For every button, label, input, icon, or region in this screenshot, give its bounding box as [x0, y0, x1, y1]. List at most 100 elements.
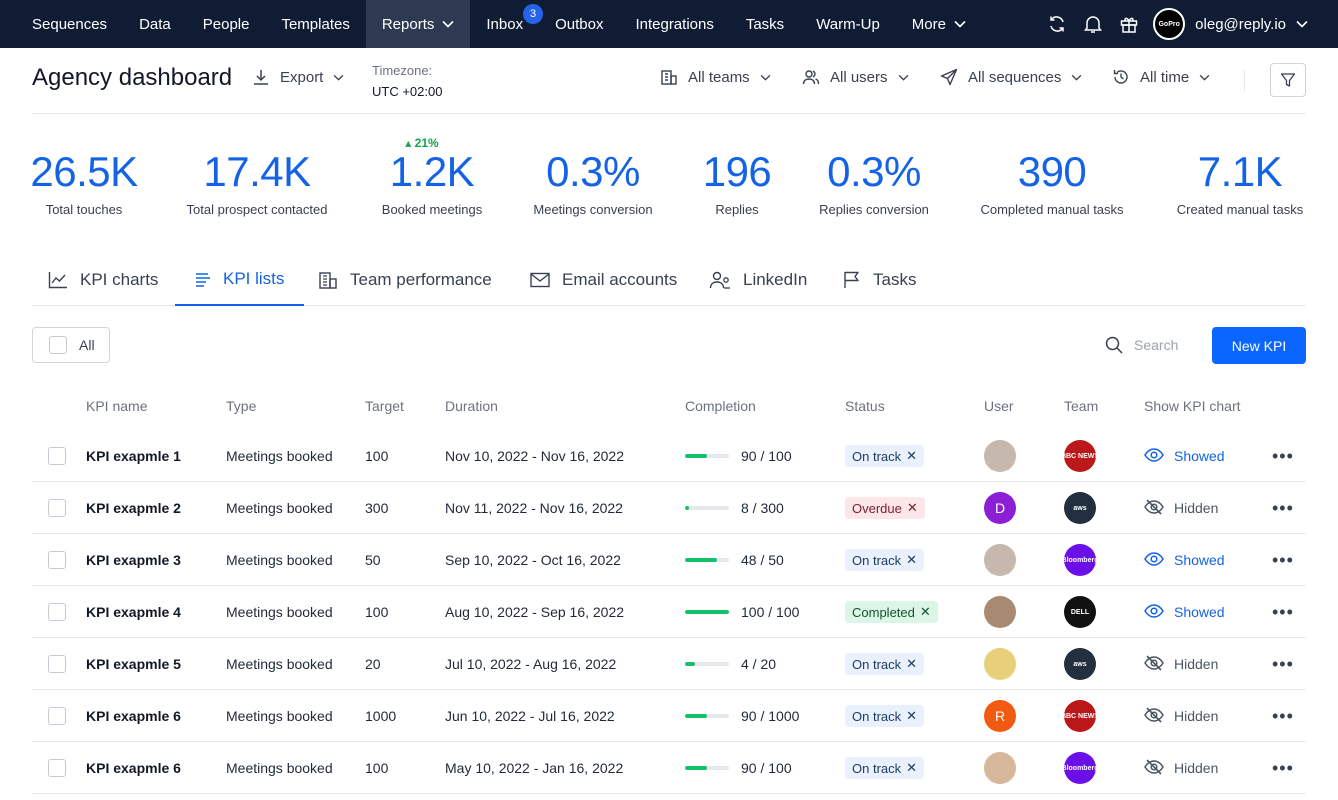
tab-team-performance[interactable]: Team performance	[318, 254, 492, 306]
nav-sequences[interactable]: Sequences	[32, 15, 108, 33]
row-checkbox[interactable]	[48, 499, 66, 517]
filter-users[interactable]: All users	[802, 68, 909, 86]
close-icon[interactable]: ✕	[906, 500, 918, 515]
nav-more[interactable]: More	[896, 0, 982, 48]
col-type[interactable]: Type	[226, 398, 257, 414]
row-checkbox[interactable]	[48, 551, 66, 569]
row-menu[interactable]: •••	[1272, 534, 1294, 586]
avatar[interactable]	[984, 596, 1016, 628]
nav-templates[interactable]: Templates	[281, 15, 350, 33]
row-checkbox[interactable]	[48, 447, 66, 465]
show-chart-toggle[interactable]: Hidden	[1144, 638, 1218, 690]
filter-sequences[interactable]: All sequences	[940, 68, 1082, 86]
search-input[interactable]: Search	[1104, 335, 1178, 355]
row-menu[interactable]: •••	[1272, 430, 1294, 482]
avatar[interactable]: D	[984, 492, 1016, 524]
kpi-name[interactable]: KPI exapmle 2	[86, 500, 181, 516]
row-checkbox[interactable]	[48, 603, 66, 621]
row-checkbox[interactable]	[48, 707, 66, 725]
close-icon[interactable]: ✕	[919, 604, 931, 619]
tab-tasks[interactable]: Tasks	[843, 254, 916, 306]
kpi-name[interactable]: KPI exapmle 4	[86, 604, 181, 620]
col-kpi-name[interactable]: KPI name	[86, 398, 148, 414]
avatar[interactable]	[984, 752, 1016, 784]
col-completion[interactable]: Completion	[685, 398, 756, 414]
nav-people[interactable]: People	[202, 15, 250, 33]
kpi-name[interactable]: KPI exapmle 6	[86, 708, 181, 724]
kpi-name[interactable]: KPI exapmle 3	[86, 552, 181, 568]
tab-kpi-lists[interactable]: KPI lists	[175, 254, 305, 306]
col-show-kpi-chart[interactable]: Show KPI chart	[1144, 398, 1241, 414]
team-logo[interactable]: Bloomberg	[1064, 544, 1096, 576]
col-user[interactable]: User	[984, 398, 1014, 414]
nav-integrations[interactable]: Integrations	[635, 15, 714, 33]
col-target[interactable]: Target	[365, 398, 404, 414]
close-icon[interactable]: ✕	[906, 448, 918, 463]
show-chart-toggle[interactable]: Hidden	[1144, 482, 1218, 534]
team-logo[interactable]: aws	[1064, 648, 1096, 680]
user-menu[interactable]: oleg@reply.io	[1195, 16, 1338, 33]
close-icon[interactable]: ✕	[906, 760, 918, 775]
close-icon[interactable]: ✕	[906, 708, 918, 723]
nav-inbox[interactable]: Inbox 3	[470, 0, 544, 48]
filter-button[interactable]	[1270, 63, 1306, 97]
col-team[interactable]: Team	[1064, 398, 1099, 414]
select-all[interactable]: All	[32, 327, 110, 363]
export-button[interactable]: Export	[252, 68, 344, 86]
avatar[interactable]	[984, 648, 1016, 680]
kpi-name[interactable]: KPI exapmle 6	[86, 760, 181, 776]
show-chart-toggle[interactable]: Hidden	[1144, 742, 1218, 794]
nav-outbox[interactable]: Outbox	[555, 15, 604, 33]
select-all-checkbox[interactable]	[49, 336, 67, 354]
search-placeholder: Search	[1134, 337, 1179, 353]
table-row[interactable]: KPI exapmle 2 Meetings booked 300 Nov 11…	[32, 482, 1306, 534]
row-menu[interactable]: •••	[1272, 690, 1294, 742]
row-menu[interactable]: •••	[1272, 638, 1294, 690]
table-row[interactable]: KPI exapmle 5 Meetings booked 20 Jul 10,…	[32, 638, 1306, 690]
progress-fill	[685, 506, 689, 510]
team-logo[interactable]: aws	[1064, 492, 1096, 524]
close-icon[interactable]: ✕	[906, 656, 918, 671]
tab-email-accounts[interactable]: Email accounts	[530, 254, 677, 306]
new-kpi-button[interactable]: New KPI	[1212, 327, 1306, 364]
filter-users-label: All users	[830, 68, 888, 86]
org-logo[interactable]: GoPro	[1153, 8, 1186, 40]
filter-teams[interactable]: All teams	[660, 68, 771, 86]
table-row[interactable]: KPI exapmle 1 Meetings booked 100 Nov 10…	[32, 430, 1306, 482]
col-status[interactable]: Status	[845, 398, 885, 414]
show-chart-toggle[interactable]: Showed	[1144, 534, 1225, 586]
refresh-icon[interactable]	[1039, 0, 1075, 48]
row-menu[interactable]: •••	[1272, 742, 1294, 794]
close-icon[interactable]: ✕	[906, 552, 918, 567]
row-checkbox[interactable]	[48, 759, 66, 777]
gift-icon[interactable]	[1111, 0, 1147, 48]
nav-warm-up[interactable]: Warm-Up	[816, 15, 880, 33]
row-menu[interactable]: •••	[1272, 482, 1294, 534]
nav-data[interactable]: Data	[139, 15, 171, 33]
avatar[interactable]	[984, 440, 1016, 472]
show-chart-toggle[interactable]: Hidden	[1144, 690, 1218, 742]
kpi-name[interactable]: KPI exapmle 5	[86, 656, 181, 672]
table-row[interactable]: KPI exapmle 4 Meetings booked 100 Aug 10…	[32, 586, 1306, 638]
tab-linkedin[interactable]: LinkedIn	[709, 254, 807, 306]
avatar[interactable]	[984, 544, 1016, 576]
team-logo[interactable]: Bloomberg	[1064, 752, 1096, 784]
table-row[interactable]: KPI exapmle 3 Meetings booked 50 Sep 10,…	[32, 534, 1306, 586]
bell-icon[interactable]	[1075, 0, 1111, 48]
show-chart-toggle[interactable]: Showed	[1144, 586, 1225, 638]
tab-kpi-charts[interactable]: KPI charts	[48, 254, 158, 306]
col-duration[interactable]: Duration	[445, 398, 498, 414]
team-logo[interactable]: DELL	[1064, 596, 1096, 628]
table-row[interactable]: KPI exapmle 6 Meetings booked 1000 Jun 1…	[32, 690, 1306, 742]
show-chart-toggle[interactable]: Showed	[1144, 430, 1225, 482]
avatar[interactable]: R	[984, 700, 1016, 732]
row-checkbox[interactable]	[48, 655, 66, 673]
kpi-name[interactable]: KPI exapmle 1	[86, 448, 181, 464]
nav-tasks[interactable]: Tasks	[745, 15, 785, 33]
filter-time[interactable]: All time	[1112, 68, 1210, 86]
nav-reports[interactable]: Reports	[365, 0, 471, 48]
table-row[interactable]: KPI exapmle 6 Meetings booked 100 May 10…	[32, 742, 1306, 794]
row-menu[interactable]: •••	[1272, 586, 1294, 638]
